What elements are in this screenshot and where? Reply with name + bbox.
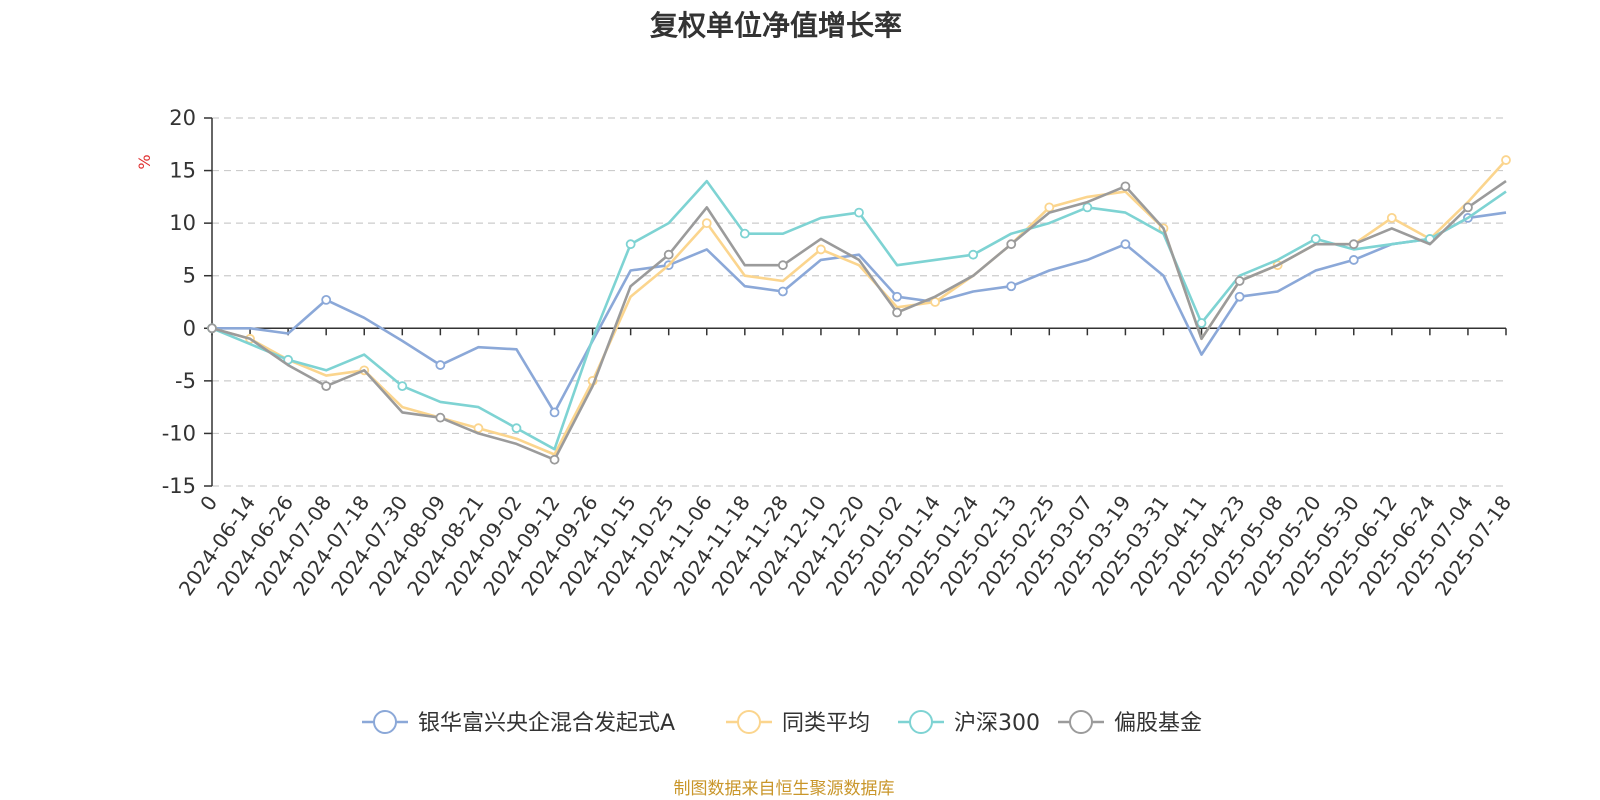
legend-label: 沪深300 xyxy=(954,711,1040,736)
data-point xyxy=(1120,239,1131,250)
legend-marker xyxy=(1069,710,1093,734)
series-line xyxy=(211,159,1507,456)
data-point xyxy=(549,454,560,465)
grid-lines xyxy=(212,117,1506,487)
data-point xyxy=(854,207,864,218)
series-4 xyxy=(207,180,1507,465)
data-point xyxy=(435,412,446,423)
data-point xyxy=(701,218,712,229)
legend-item[interactable]: 偏股基金 xyxy=(1058,710,1202,736)
data-point xyxy=(321,294,332,305)
legend-item[interactable]: 同类平均 xyxy=(726,710,870,736)
data-point xyxy=(1044,202,1055,213)
data-point xyxy=(397,381,408,392)
data-point xyxy=(1310,234,1321,244)
x-axis: 02024-06-142024-06-262024-07-082024-07-1… xyxy=(174,327,1516,600)
data-point xyxy=(663,249,674,260)
data-point xyxy=(1234,291,1245,302)
y-tick-label: 5 xyxy=(183,264,196,288)
chart-title: 复权单位净值增长率 xyxy=(650,9,902,42)
y-tick-label: -10 xyxy=(162,421,196,445)
data-point xyxy=(1348,239,1359,250)
data-point xyxy=(625,239,636,250)
y-axis-unit: % xyxy=(135,154,154,169)
data-point xyxy=(321,381,332,392)
legend-item[interactable]: 银华富兴央企混合发起式A xyxy=(362,710,675,736)
y-tick-label: -5 xyxy=(175,369,196,393)
data-point xyxy=(1348,255,1359,265)
data-point xyxy=(968,249,979,260)
series-line xyxy=(211,180,1507,462)
data-point xyxy=(207,323,217,334)
y-axis: 20 15 10 5 0 -5 -10 -15 xyxy=(162,106,213,498)
x-tick-label: 0 xyxy=(195,491,222,515)
data-point xyxy=(1463,202,1473,213)
legend: 银华富兴央企混合发起式A 同类平均 沪深300 偏股基金 xyxy=(362,710,1202,736)
data-point xyxy=(1120,181,1131,192)
series-lines xyxy=(207,155,1511,465)
y-tick-label: 0 xyxy=(183,316,196,340)
y-tick-label: 15 xyxy=(169,159,196,183)
data-point xyxy=(511,423,522,434)
data-point xyxy=(549,407,560,418)
series-line xyxy=(212,211,1507,414)
data-point xyxy=(1082,202,1093,213)
legend-marker xyxy=(373,710,397,734)
data-point xyxy=(777,286,788,297)
data-point xyxy=(1006,281,1017,292)
data-point xyxy=(1501,155,1511,165)
data-point xyxy=(892,291,902,302)
data-point xyxy=(892,307,902,318)
data-point xyxy=(1006,239,1017,250)
legend-label: 银华富兴央企混合发起式A xyxy=(418,711,675,736)
data-point xyxy=(777,260,788,271)
series-3 xyxy=(207,179,1507,451)
data-point xyxy=(739,228,750,239)
legend-label: 同类平均 xyxy=(782,711,870,736)
legend-item[interactable]: 沪深300 xyxy=(898,710,1040,736)
series-2 xyxy=(207,155,1511,456)
legend-marker xyxy=(909,710,933,734)
data-point xyxy=(1234,276,1245,286)
data-point xyxy=(816,244,826,255)
data-point xyxy=(1196,318,1207,328)
y-tick-label: 10 xyxy=(169,211,196,235)
legend-label: 偏股基金 xyxy=(1114,711,1202,736)
legend-marker xyxy=(737,710,761,734)
source-note: 制图数据来自恒生聚源数据库 xyxy=(674,779,895,799)
y-tick-label: -15 xyxy=(162,474,196,498)
data-point xyxy=(435,360,446,370)
data-point xyxy=(1386,212,1397,223)
y-tick-label: 20 xyxy=(169,106,196,130)
